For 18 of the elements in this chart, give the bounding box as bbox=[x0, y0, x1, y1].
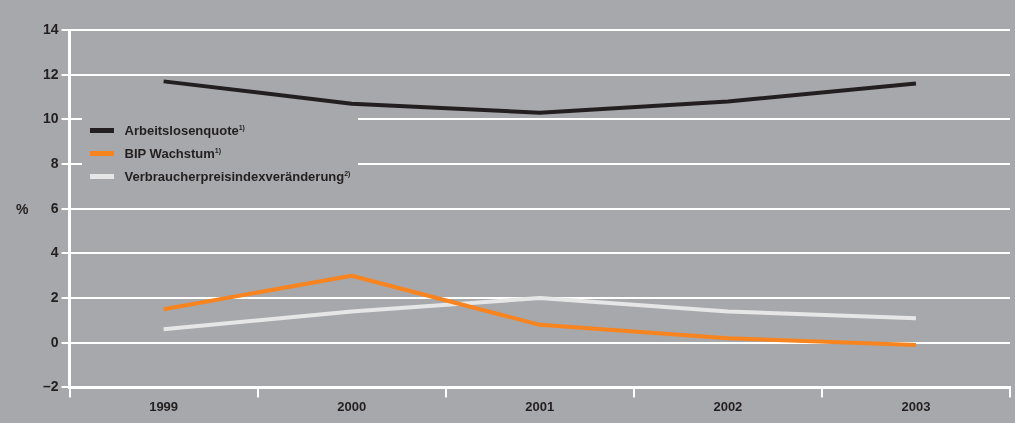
y-axis-title: % bbox=[16, 200, 29, 217]
legend-label: Verbraucherpreisindexveränderung$^{2)}$ bbox=[124, 169, 351, 185]
y-tick-label: 0 bbox=[50, 333, 59, 350]
x-tick-label: 1999 bbox=[149, 398, 179, 414]
x-tick-label: 2000 bbox=[337, 398, 367, 414]
y-tick-label: 14 bbox=[42, 20, 59, 37]
y-tick-label: 10 bbox=[42, 110, 59, 127]
y-tick-label: 4 bbox=[50, 244, 59, 261]
y-tick-label: 8 bbox=[50, 154, 59, 171]
y-tick-label: –2 bbox=[42, 378, 59, 395]
x-tick-label: 2001 bbox=[525, 398, 555, 414]
x-tick-label: 2003 bbox=[901, 398, 931, 414]
y-tick-label: 6 bbox=[50, 199, 59, 216]
x-tick-label: 2002 bbox=[713, 398, 743, 414]
y-tick-label: 12 bbox=[42, 65, 59, 82]
y-tick-label: 2 bbox=[50, 288, 59, 305]
legend-label: Arbeitslosenquote$^{1)}$ bbox=[124, 123, 245, 139]
legend-label: BIP Wachstum$^{1)}$ bbox=[124, 146, 222, 162]
